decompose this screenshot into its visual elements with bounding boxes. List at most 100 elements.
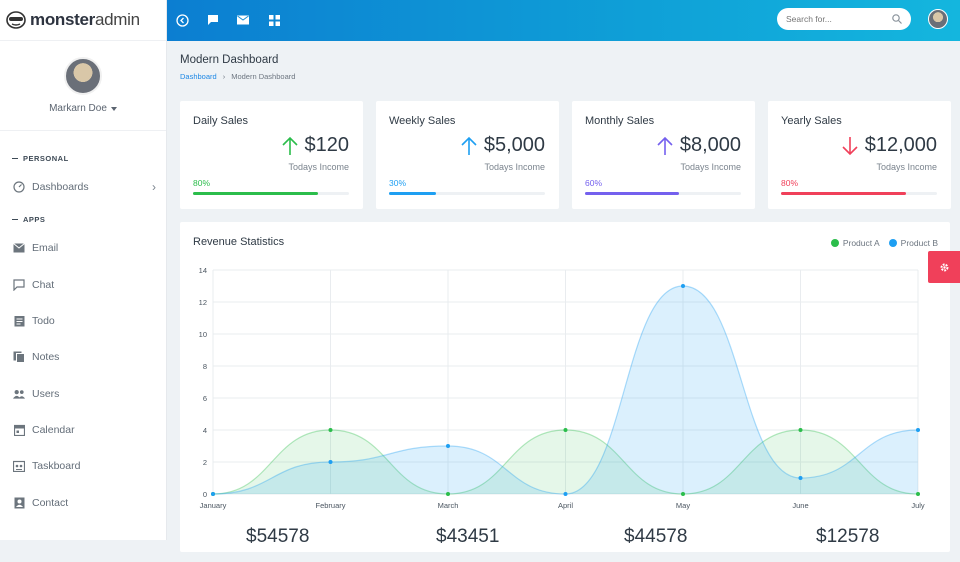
x-tick-label: January <box>200 501 227 510</box>
stat-label: Yearly Sales <box>781 115 842 127</box>
stat-card-monthly: Monthly Sales $8,000 Todays Income 60% <box>572 101 755 209</box>
sidebar-item-contact[interactable]: Contact <box>0 484 166 520</box>
apps-grid-icon[interactable] <box>267 13 281 27</box>
arrow-down-icon <box>842 136 858 155</box>
stat-amount: $120 <box>304 134 350 156</box>
avatar[interactable] <box>64 57 102 95</box>
x-tick-label: March <box>438 501 459 510</box>
sidebar-item-label: Dashboards <box>32 181 89 194</box>
stat-subtext: Todays Income <box>680 162 741 172</box>
x-tick-label: May <box>676 501 690 510</box>
y-tick-label: 2 <box>203 458 207 467</box>
stat-card-daily: Daily Sales $120 Todays Income 80% <box>180 101 363 209</box>
logo[interactable]: monsteradmin <box>0 0 166 41</box>
arrow-up-icon <box>461 136 477 155</box>
progress-fill <box>781 192 906 195</box>
search-input[interactable] <box>786 14 886 24</box>
sidebar-item-taskboard[interactable]: Taskboard <box>0 448 166 484</box>
dashboard-icon <box>13 181 25 193</box>
chart-title: Revenue Statistics <box>193 236 285 248</box>
sidebar-item-label: Email <box>32 242 59 255</box>
legend-label: Product A <box>842 238 880 248</box>
data-point <box>328 460 333 464</box>
settings-button[interactable] <box>928 251 960 283</box>
data-point <box>798 476 803 480</box>
stat-percent: 80% <box>193 178 211 188</box>
progress-bar <box>389 192 545 195</box>
stat-percent: 60% <box>585 178 603 188</box>
y-tick-label: 4 <box>203 426 207 435</box>
todo-icon <box>13 315 25 327</box>
data-point <box>563 492 568 496</box>
stat-card-yearly: Yearly Sales $12,000 Todays Income 80% <box>768 101 951 209</box>
total-value: $54578 <box>246 526 310 547</box>
data-point <box>798 428 803 432</box>
search-icon[interactable] <box>892 14 902 24</box>
logo-icon <box>6 11 26 29</box>
notes-icon <box>13 351 25 364</box>
sidebar-item-label: Taskboard <box>32 460 81 473</box>
progress-fill <box>585 192 679 195</box>
sidebar-item-email[interactable]: Email <box>0 230 166 266</box>
stat-percent: 80% <box>781 178 799 188</box>
y-tick-label: 0 <box>203 490 207 499</box>
legend-item-product-b[interactable]: Product B <box>888 238 938 248</box>
data-point <box>681 284 685 288</box>
topbar <box>167 0 960 41</box>
page-header: Modern Dashboard Dashboard › Modern Dash… <box>180 54 295 81</box>
breadcrumb-link-dashboard[interactable]: Dashboard <box>180 72 217 81</box>
breadcrumb: Dashboard › Modern Dashboard <box>180 72 295 81</box>
x-tick-label: April <box>558 501 573 510</box>
stat-percent: 30% <box>389 178 407 188</box>
chat-icon <box>13 279 25 291</box>
data-point <box>211 492 215 496</box>
taskboard-icon <box>13 460 25 473</box>
sidebar-item-label: Chat <box>32 278 55 291</box>
stat-amount-row: $8,000 <box>656 134 741 157</box>
section-apps: APPS <box>0 215 166 224</box>
arrow-up-icon <box>281 136 298 155</box>
stat-amount-row: $5,000 <box>460 134 545 157</box>
data-point <box>563 428 568 432</box>
sidebar: monsteradmin Markarn Doe PERSONAL Dashbo… <box>0 0 167 540</box>
x-tick-label: July <box>911 501 925 510</box>
email-icon[interactable] <box>236 13 250 27</box>
stat-card-weekly: Weekly Sales $5,000 Todays Income 30% <box>376 101 559 209</box>
brand-name: monsteradmin <box>30 10 140 29</box>
x-tick-label: June <box>792 501 808 510</box>
data-point <box>446 444 450 448</box>
sidebar-item-users[interactable]: Users <box>0 375 166 411</box>
sidebar-item-notes[interactable]: Notes <box>0 339 166 375</box>
legend-dot-icon <box>888 239 897 247</box>
data-point <box>916 492 920 496</box>
sidebar-item-label: Todo <box>32 315 55 328</box>
series-area <box>213 286 918 494</box>
total-value: $44578 <box>624 526 688 547</box>
legend-item-product-a[interactable]: Product A <box>830 238 880 248</box>
user-avatar[interactable] <box>928 9 948 29</box>
chat-icon[interactable] <box>206 13 220 27</box>
y-tick-label: 6 <box>203 394 207 403</box>
sidebar-item-chat[interactable]: Chat <box>0 267 166 303</box>
revenue-area-chart: 0 2 4 6 8 10 12 14 January February March April May J… <box>199 266 925 510</box>
data-point <box>446 492 450 496</box>
back-icon[interactable] <box>175 13 189 27</box>
x-tick-label: February <box>315 501 345 510</box>
legend-label: Product B <box>900 238 938 248</box>
progress-bar <box>193 192 349 195</box>
y-tick-label: 8 <box>203 362 207 371</box>
breadcrumb-separator-icon: › <box>222 72 226 81</box>
progress-fill <box>389 192 436 195</box>
chevron-right-icon: › <box>152 180 156 195</box>
sidebar-item-label: Calendar <box>32 423 75 436</box>
sidebar-item-dashboards[interactable]: Dashboards › <box>0 169 166 205</box>
sidebar-item-todo[interactable]: Todo <box>0 303 166 339</box>
gear-icon <box>940 263 948 271</box>
search-box <box>777 8 911 30</box>
series-line <box>212 285 919 495</box>
sidebar-item-calendar[interactable]: Calendar <box>0 412 166 448</box>
page-title: Modern Dashboard <box>180 54 279 66</box>
revenue-statistics-card: Revenue Statistics Product A Product B 0… <box>180 222 950 552</box>
user-menu[interactable]: Markarn Doe <box>49 103 117 114</box>
progress-fill <box>193 192 318 195</box>
